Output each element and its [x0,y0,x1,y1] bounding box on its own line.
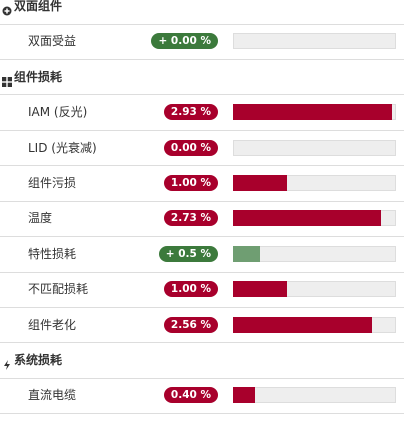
value-pill: + 0.00 % [151,33,218,50]
bar [233,316,373,333]
bar-track [233,387,396,404]
bar [233,210,382,227]
value-pill: 0.40 % [163,387,218,404]
value-pill: 1.00 % [163,281,218,298]
bar [233,281,288,298]
section-icon [2,72,12,87]
bar-track [233,139,396,156]
separator [0,94,404,95]
value-pill: 2.93 % [163,104,218,121]
section-icon [2,1,12,16]
separator [0,59,404,60]
section-title: 组件损耗 [14,69,63,84]
row-label: 温度 [28,211,53,226]
section-title: 系统损耗 [14,353,63,367]
bar [233,175,288,191]
bar [233,104,393,121]
separator [0,342,404,343]
separator [0,413,404,414]
value-pill: + 0.5 % [158,245,218,262]
row-label: 双面受益 [28,34,77,49]
separator [0,165,404,166]
row-label: 组件污损 [28,176,77,190]
separator [0,130,404,131]
row-label: 组件老化 [28,317,77,332]
separator [0,236,404,237]
value-pill: 0.00 % [163,139,218,156]
row-label: IAM (反光) [28,105,88,120]
separator [0,24,404,25]
section-title: 双面组件 [14,0,63,13]
separator [0,272,404,273]
value-pill: 2.73 % [163,210,218,227]
separator [0,307,404,308]
bar [233,245,261,262]
bar [233,387,255,404]
value-pill: 1.00 % [163,175,218,191]
value-pill: 2.56 % [163,316,218,333]
row-label: 特性损耗 [28,246,77,261]
row-label: 不匹配损耗 [28,282,89,297]
separator [0,378,404,379]
bar-track [233,33,396,50]
row-label: LID (光衰减) [28,140,97,155]
row-label: 直流电缆 [28,388,77,403]
section-icon [2,355,12,370]
separator [0,201,404,202]
